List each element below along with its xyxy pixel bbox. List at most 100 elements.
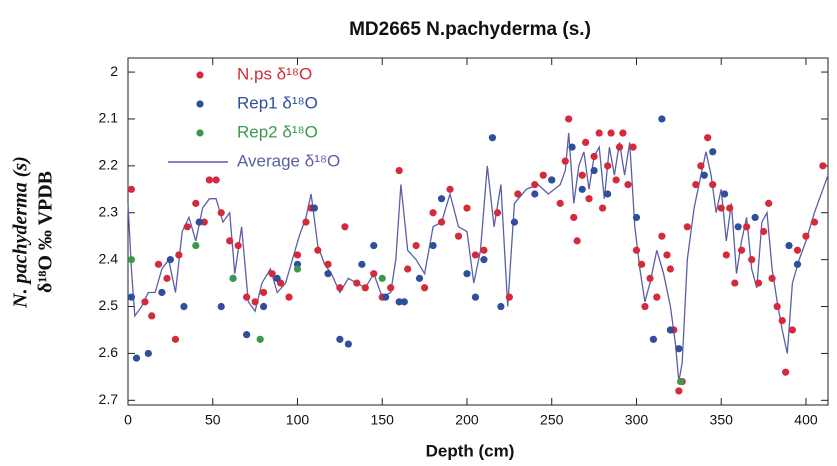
data-point (370, 270, 378, 278)
y-tick-label: 2.4 (99, 250, 119, 266)
y-tick-label: 2.3 (99, 203, 119, 219)
data-point (361, 284, 369, 292)
data-point (353, 279, 361, 287)
data-point (446, 185, 454, 193)
data-point (200, 218, 208, 226)
y-tick-label: 2.5 (99, 297, 119, 313)
data-point (683, 223, 691, 231)
data-point (183, 223, 191, 231)
x-tick-label: 50 (205, 412, 221, 428)
y-tick-label: 2 (110, 63, 118, 79)
data-point (217, 209, 225, 217)
data-point (514, 190, 522, 198)
data-point (666, 326, 674, 334)
data-point (646, 274, 654, 282)
data-point (568, 143, 576, 151)
data-point (637, 260, 646, 268)
data-point (471, 251, 480, 259)
x-tick-label: 400 (794, 412, 818, 428)
data-point (658, 115, 666, 123)
data-point (676, 377, 685, 386)
data-point (709, 181, 717, 189)
average-line (127, 132, 829, 382)
x-axis-title: Depth (cm) (426, 441, 515, 460)
data-point (344, 340, 352, 348)
data-point (395, 298, 403, 306)
y-axis-title: δ¹⁸O ‰ VPDB (35, 171, 57, 293)
data-point (653, 293, 661, 301)
data-point (400, 298, 408, 306)
y-tick-label: 2.6 (99, 344, 119, 360)
data-point (180, 302, 188, 311)
data-point (229, 274, 237, 282)
y-tick-label: 2.1 (99, 110, 119, 126)
x-tick-label: 0 (124, 412, 132, 428)
data-point (127, 256, 135, 264)
data-point (158, 288, 166, 297)
data-point (163, 274, 171, 282)
plot-frame (127, 57, 829, 406)
data-point (819, 162, 827, 170)
data-point (722, 251, 730, 259)
data-point (192, 199, 200, 207)
data-point (675, 387, 683, 395)
data-point (497, 302, 505, 311)
data-point (765, 199, 773, 207)
data-point (415, 274, 424, 282)
data-point (748, 256, 756, 264)
data-point (382, 293, 390, 301)
data-point (773, 302, 781, 311)
data-point (802, 232, 810, 240)
data-point (615, 143, 624, 151)
data-point (754, 279, 763, 287)
data-point (570, 213, 578, 222)
data-point (598, 204, 607, 212)
data-point (556, 199, 564, 207)
x-tick-label: 300 (625, 412, 649, 428)
data-point (324, 270, 332, 278)
data-point (259, 288, 268, 297)
data-point (578, 185, 586, 193)
data-point (675, 345, 683, 353)
legend-label: Average δ¹⁸O (237, 151, 340, 170)
data-point (463, 270, 471, 278)
data-point (578, 171, 586, 179)
x-tick-label: 100 (286, 412, 310, 428)
legend-label: Rep1 δ¹⁸O (237, 93, 318, 112)
data-point (585, 195, 593, 203)
data-point (437, 195, 446, 203)
data-point (378, 274, 386, 282)
data-point (810, 218, 819, 226)
data-point (127, 293, 135, 301)
data-point (782, 368, 790, 376)
data-point (243, 331, 251, 339)
data-point (268, 270, 276, 278)
data-point (205, 176, 213, 184)
data-point (412, 241, 420, 250)
data-point (493, 209, 502, 217)
legend-label: N.ps δ¹⁸O (237, 64, 312, 83)
data-point (336, 335, 344, 343)
data-point (127, 185, 135, 193)
data-point (171, 335, 180, 343)
data-point (734, 223, 742, 231)
data-point (154, 260, 163, 268)
data-point (310, 204, 319, 212)
data-point (726, 204, 734, 212)
data-point (649, 335, 658, 343)
data-point (721, 190, 729, 198)
data-point (778, 316, 786, 325)
data-point (293, 251, 302, 259)
data-point (561, 157, 569, 165)
data-point (692, 181, 700, 189)
data-point (192, 241, 200, 250)
data-point (141, 298, 149, 306)
data-point (697, 162, 705, 170)
y-tick-label: 2.7 (99, 391, 119, 407)
data-point (632, 213, 641, 222)
data-point (663, 251, 671, 259)
data-point (759, 227, 768, 236)
data-point (731, 279, 739, 287)
data-point (582, 138, 590, 147)
